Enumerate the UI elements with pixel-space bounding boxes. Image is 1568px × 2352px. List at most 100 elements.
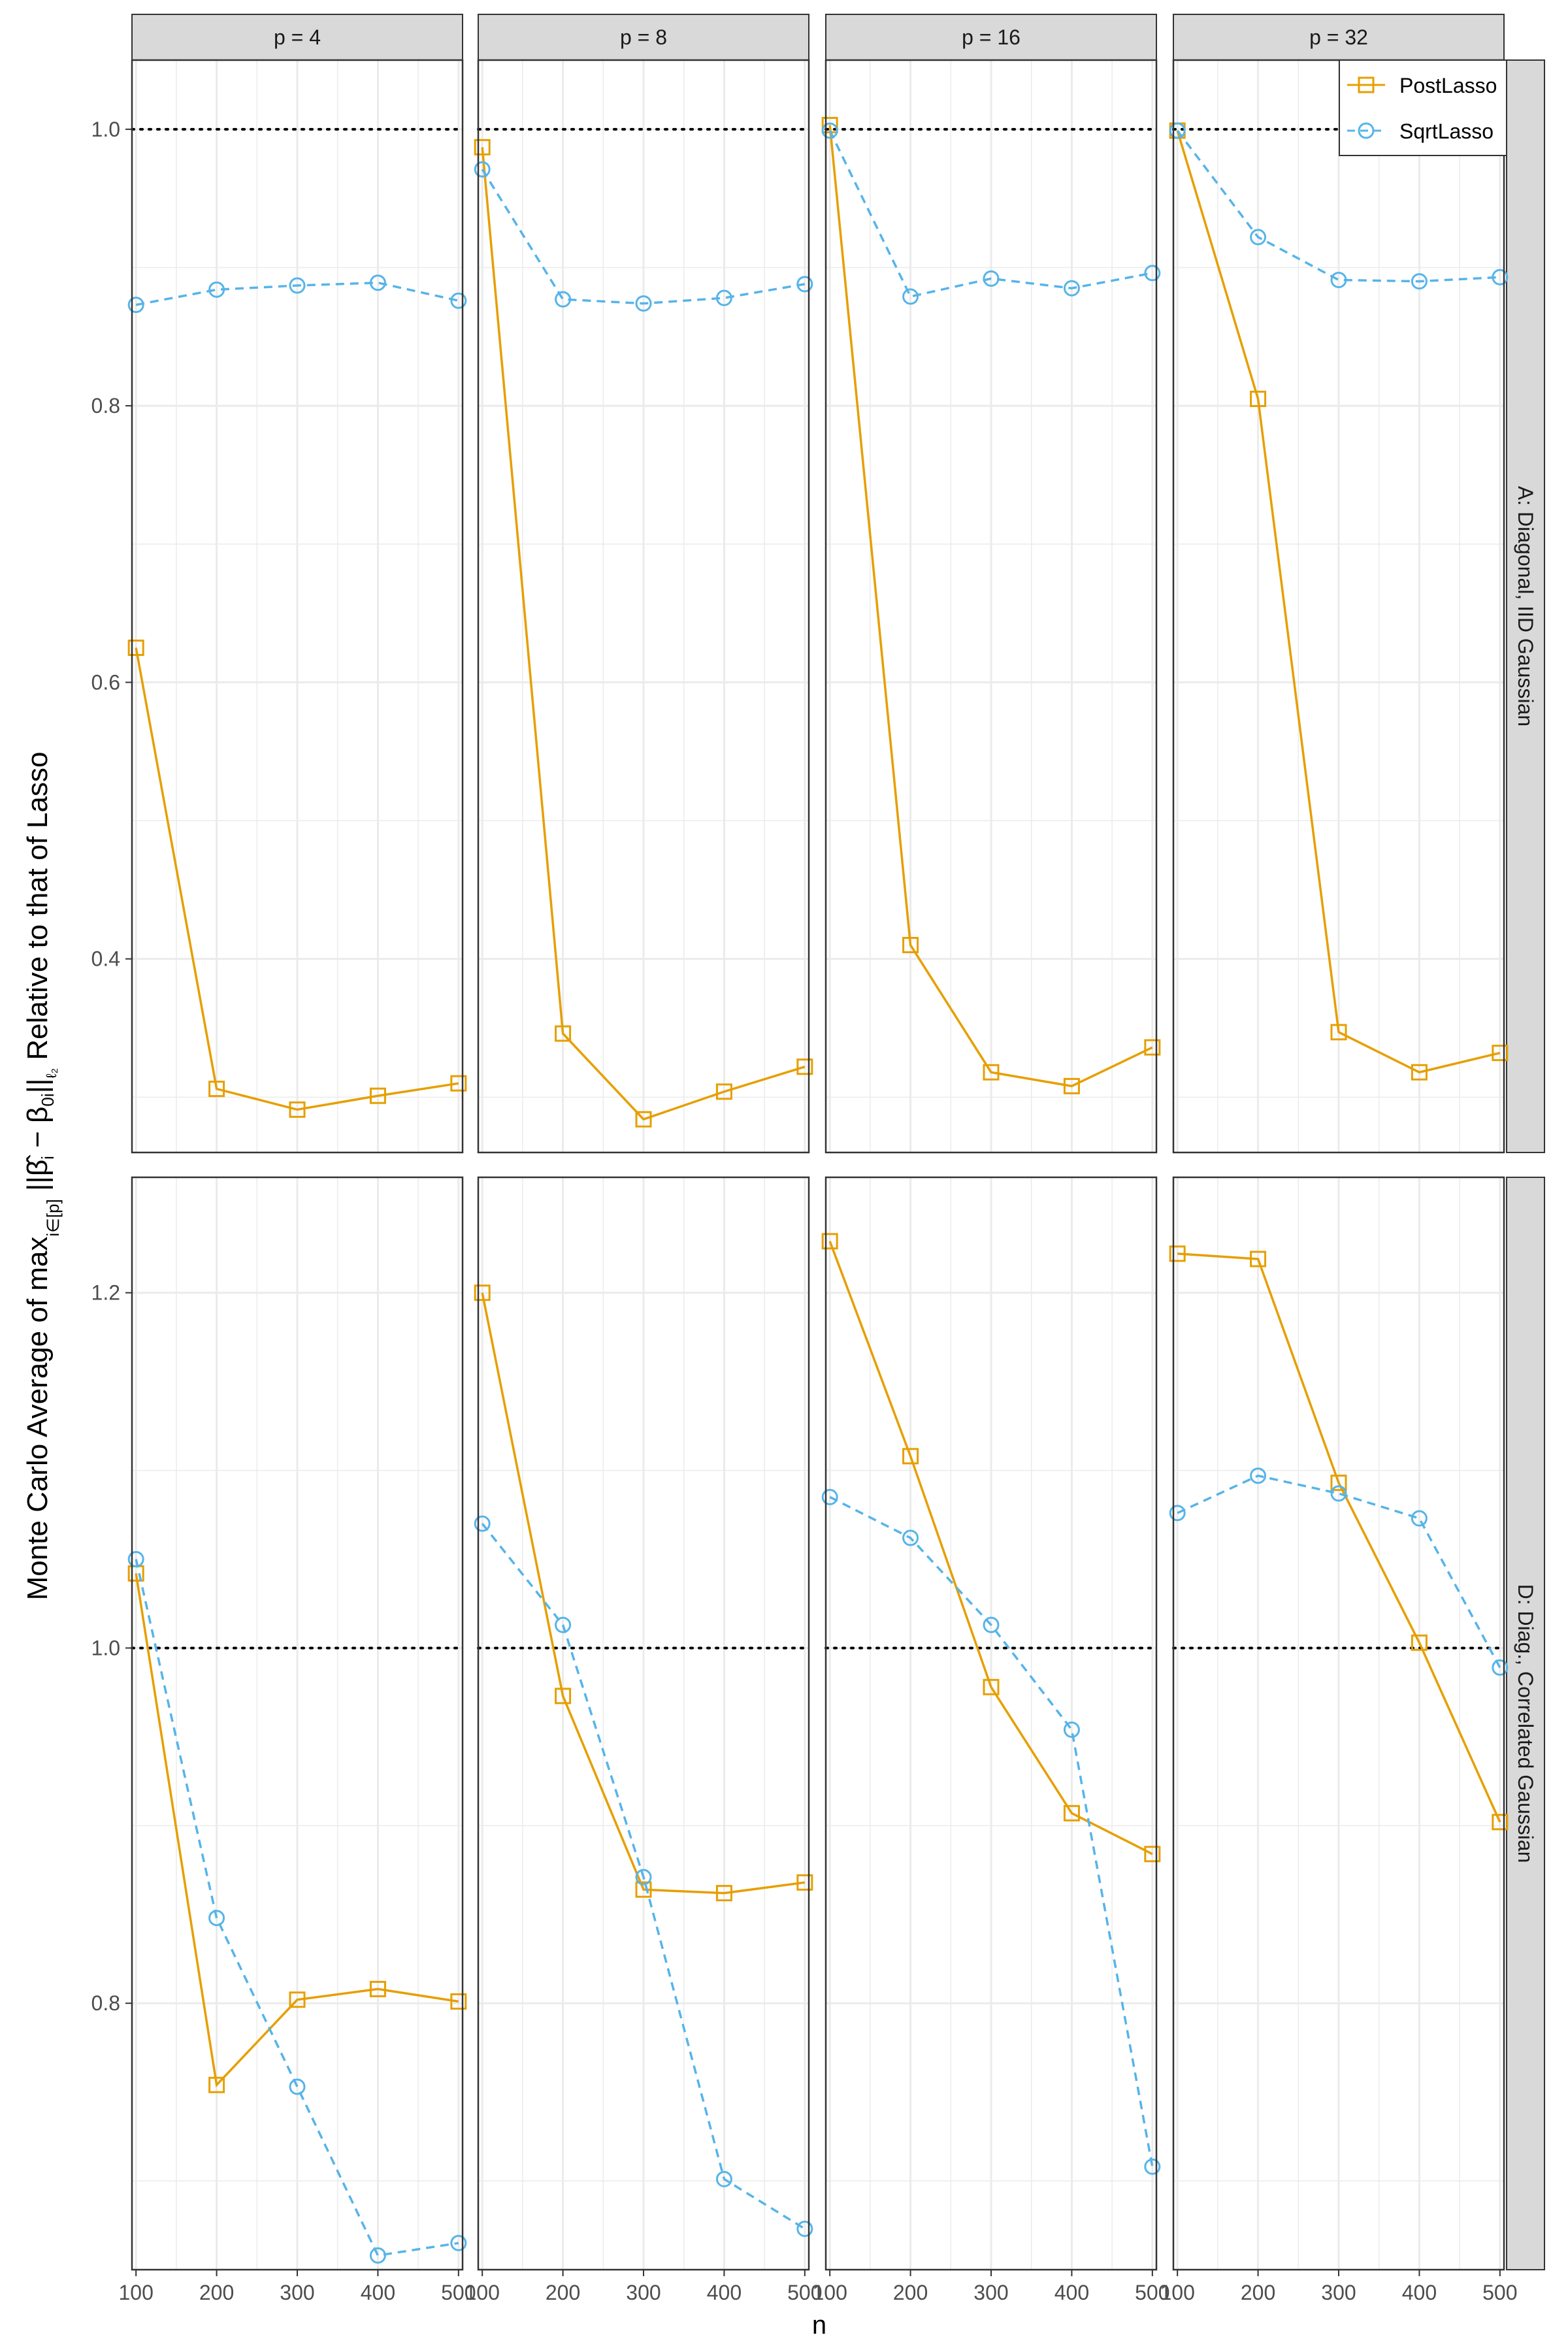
data-point-sqrtlasso <box>1063 1722 1080 1739</box>
data-point-postlasso <box>635 1111 652 1128</box>
facet-strip-column <box>825 14 1157 61</box>
data-point-postlasso <box>1411 1634 1428 1651</box>
data-point-postlasso <box>821 1233 838 1250</box>
data-point-sqrtlasso <box>127 297 144 314</box>
series-line-sqrtlasso <box>135 281 459 306</box>
facet-panel <box>821 59 1161 1154</box>
x-tick-label: 100 <box>812 2281 847 2304</box>
data-point-sqrtlasso <box>796 2220 813 2237</box>
data-point-sqrtlasso <box>450 292 467 309</box>
facet-strip-column <box>131 14 463 61</box>
x-tick-label: 300 <box>280 2281 314 2304</box>
data-point-sqrtlasso <box>1492 1659 1509 1676</box>
data-point-postlasso <box>1411 1064 1428 1081</box>
x-tick-label: 500 <box>1482 2281 1517 2304</box>
y-tick-label: 0.8 <box>91 394 120 417</box>
series-line-postlasso <box>828 125 1153 1088</box>
y-tick-label: 0.4 <box>91 947 120 971</box>
data-point-postlasso <box>289 1101 306 1118</box>
x-tick-label: 200 <box>1241 2281 1275 2304</box>
series-line-postlasso <box>481 147 806 1121</box>
data-point-sqrtlasso <box>555 1616 572 1633</box>
x-tick-label: 100 <box>465 2281 499 2304</box>
data-point-sqrtlasso <box>1492 269 1509 286</box>
data-point-postlasso <box>555 1025 572 1042</box>
data-point-postlasso <box>796 1874 813 1891</box>
x-tick-label: 100 <box>118 2281 153 2304</box>
x-tick-label: 400 <box>707 2281 742 2304</box>
data-point-sqrtlasso <box>796 276 813 293</box>
data-point-postlasso <box>1250 1250 1267 1267</box>
x-tick-label: 200 <box>893 2281 928 2304</box>
legend-label-sqrtlasso: SqrtLasso <box>1399 120 1494 143</box>
data-point-postlasso <box>208 2076 225 2093</box>
x-tick-label: 300 <box>973 2281 1008 2304</box>
y-tick-label: 1.2 <box>91 1281 120 1305</box>
series-line-postlasso <box>135 1573 459 2088</box>
data-point-postlasso <box>555 1688 572 1705</box>
data-point-sqrtlasso <box>1411 273 1428 290</box>
data-point-sqrtlasso <box>1144 265 1161 282</box>
x-axis-title: n <box>812 2311 826 2340</box>
data-point-sqrtlasso <box>1330 1485 1347 1502</box>
facet-panels: p = 4 p = 8 p = 16 p = 32 A: Diagonal, IID G… <box>127 14 1545 2271</box>
data-point-sqrtlasso <box>1250 229 1267 246</box>
data-point-postlasso <box>1063 1077 1080 1094</box>
data-point-sqrtlasso <box>474 161 491 178</box>
data-point-sqrtlasso <box>902 288 919 305</box>
data-point-sqrtlasso <box>474 1515 491 1532</box>
data-point-sqrtlasso <box>1411 1510 1428 1527</box>
data-point-postlasso <box>715 1885 732 1902</box>
panel-border <box>477 59 810 1154</box>
facet-panel <box>1169 1176 1509 2271</box>
x-tick-label: 400 <box>361 2281 395 2304</box>
data-point-postlasso <box>1492 1814 1509 1831</box>
data-point-sqrtlasso <box>369 2247 386 2264</box>
data-point-sqrtlasso <box>1250 1467 1267 1484</box>
x-tick-label: 200 <box>546 2281 580 2304</box>
legend-box <box>1339 59 1507 156</box>
data-point-sqrtlasso <box>1330 272 1347 289</box>
data-point-postlasso <box>127 639 144 656</box>
x-tick-label: 300 <box>1321 2281 1356 2304</box>
data-point-postlasso <box>208 1081 225 1098</box>
y-axis-title: Monte Carlo Average of maxi∈[p] ||β̂i − … <box>22 752 63 1601</box>
x-tick-label: 500 <box>787 2281 822 2304</box>
data-point-sqrtlasso <box>1063 280 1080 297</box>
facet-panel <box>127 1176 467 2271</box>
data-point-sqrtlasso <box>208 281 225 298</box>
facet-strip-row <box>1506 1177 1545 2270</box>
data-point-sqrtlasso <box>983 270 1000 287</box>
data-point-sqrtlasso <box>369 274 386 291</box>
series-line-postlasso <box>1176 130 1501 1074</box>
data-point-postlasso <box>635 1881 652 1898</box>
data-point-sqrtlasso <box>983 1616 1000 1633</box>
facet-strip-column <box>478 14 809 61</box>
series-line-sqrtlasso <box>828 130 1153 298</box>
data-point-sqrtlasso <box>555 291 572 308</box>
series-line-sqrtlasso <box>481 169 806 305</box>
x-tick-label: 500 <box>1135 2281 1169 2304</box>
legend-label-postlasso: PostLasso <box>1399 74 1497 97</box>
data-point-sqrtlasso <box>289 277 306 294</box>
data-point-postlasso <box>1330 1024 1347 1041</box>
x-tick-label: 200 <box>199 2281 234 2304</box>
data-point-sqrtlasso <box>715 289 732 306</box>
series-line-sqrtlasso <box>481 1523 806 2230</box>
x-tick-label: 400 <box>1054 2281 1089 2304</box>
data-point-postlasso <box>1144 1039 1161 1056</box>
y-tick-label: 0.6 <box>91 670 120 694</box>
data-point-postlasso <box>450 1075 467 1092</box>
legend-square-marker <box>1358 76 1375 93</box>
data-point-sqrtlasso <box>1169 122 1186 139</box>
data-point-postlasso <box>902 1448 919 1465</box>
data-point-sqrtlasso <box>635 1869 652 1886</box>
data-point-postlasso <box>1492 1045 1509 1062</box>
series-line-postlasso <box>828 1241 1153 1855</box>
facet-strip-label: p = 4 <box>274 25 321 49</box>
panel-border <box>131 59 464 1154</box>
data-point-postlasso <box>1063 1805 1080 1821</box>
y-tick-label: 1.0 <box>91 118 120 141</box>
data-point-sqrtlasso <box>289 2078 306 2095</box>
